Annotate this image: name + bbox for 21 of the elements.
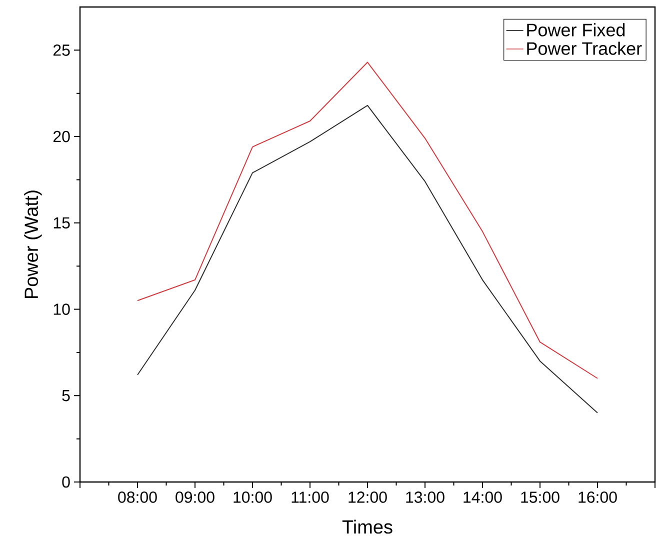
x-tick-label: 12:00 [348, 492, 387, 503]
x-axis-title: Times [342, 520, 392, 534]
y-tick-label: 10 [54, 304, 70, 315]
y-tick-label: 0 [62, 476, 70, 488]
y-tick-label: 15 [54, 217, 70, 228]
legend-label: Power Tracker [527, 42, 642, 55]
legend-label: Power Fixed [527, 23, 625, 36]
x-tick-label: 14:00 [464, 492, 502, 503]
line-series [137, 104, 598, 414]
x-tick-label: 08:00 [118, 492, 157, 503]
x-tick-label: 13:00 [406, 492, 444, 503]
y-tick-label: 20 [53, 130, 70, 142]
x-tick-label: 15:00 [521, 492, 560, 503]
y-axis-title: Power (Watt) [24, 190, 42, 298]
y-tick-label: 5 [62, 390, 70, 402]
x-tick-label: 11:00 [292, 492, 329, 503]
x-tick-label: 10:00 [234, 492, 272, 503]
y-tick-label: 25 [53, 44, 70, 56]
line-series [137, 62, 598, 379]
x-tick-label: 09:00 [176, 492, 214, 503]
x-tick-label: 16:00 [578, 492, 617, 503]
